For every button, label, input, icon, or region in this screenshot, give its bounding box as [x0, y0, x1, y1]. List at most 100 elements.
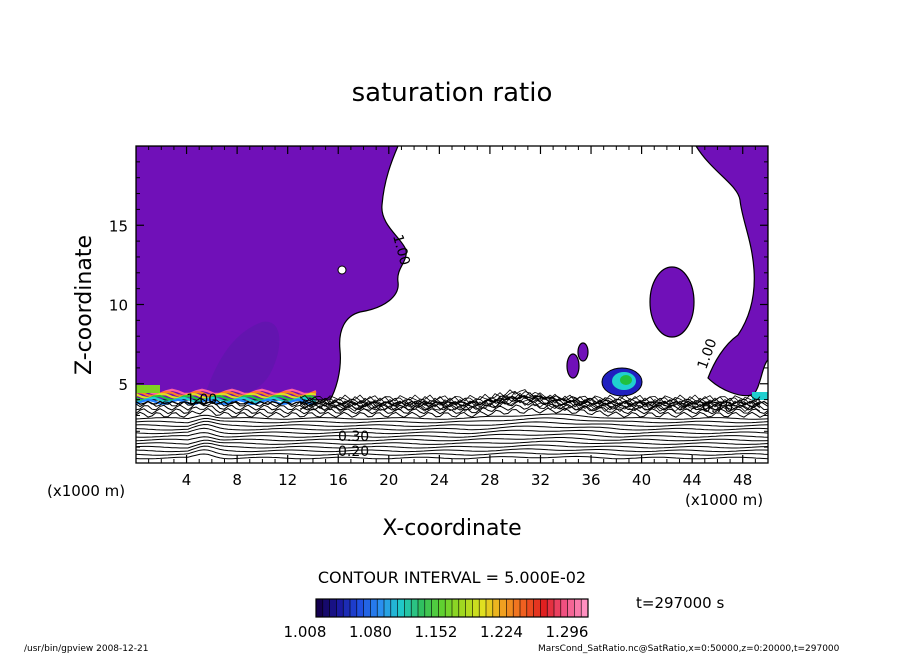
x-tick-label: 12: [278, 471, 297, 489]
colorbar-cell: [452, 599, 460, 617]
colorbar-cell: [316, 599, 324, 617]
x-tick-label: 4: [182, 471, 192, 489]
y-tick-label: 15: [109, 217, 128, 235]
x-tick-label: 20: [379, 471, 398, 489]
contour-line: [136, 442, 768, 449]
colorbar-cell: [479, 599, 487, 617]
plot-area: [136, 146, 768, 463]
colorbar-cell: [458, 599, 467, 617]
contour-label: 0.30: [338, 429, 369, 445]
colorbar-cell: [343, 599, 351, 617]
colorbar-cell: [540, 599, 548, 617]
colorbar-cell: [506, 599, 514, 617]
x-unit-left: (x1000 m): [47, 482, 125, 500]
y-tick-label: 5: [118, 376, 128, 394]
band-spot: [136, 385, 160, 393]
y-axis: 5 10 15: [109, 161, 768, 448]
colorbar-tick-label: 1.224: [480, 623, 523, 641]
colorbar-cell: [465, 599, 473, 617]
colorbar-cell: [554, 599, 562, 617]
x-axis-label: X-coordinate: [382, 516, 521, 541]
plume-region: [205, 321, 280, 397]
contour-line: [136, 432, 768, 438]
y-axis-label: Z-coordinate: [72, 235, 97, 375]
colorbar-cell: [492, 599, 501, 617]
colorbar-cell: [533, 599, 541, 617]
colorbar-cell: [390, 599, 399, 617]
x-tick-label: 8: [232, 471, 242, 489]
colorbar-cell: [567, 599, 575, 617]
colorbar-cell: [431, 599, 439, 617]
contour-label: 0.70: [702, 400, 733, 416]
x-tick-label: 16: [329, 471, 348, 489]
y-tick-label: 10: [109, 297, 128, 315]
colorbar-cell: [411, 599, 419, 617]
contour-lines: [136, 389, 768, 460]
boundary-contours: [136, 394, 768, 406]
band-spot-right: [752, 392, 768, 400]
colorbar-cell: [424, 599, 433, 617]
chart-title: saturation ratio: [352, 78, 553, 108]
colorbar: 1.008 1.080 1.152 1.224 1.296: [284, 598, 589, 641]
colorbar-cell: [499, 599, 507, 617]
saturated-blob-small: [566, 353, 580, 379]
colorbar-cell: [547, 599, 555, 617]
band-stripe: [136, 394, 317, 402]
colorbar-frame: [315, 598, 589, 618]
colorbar-cell: [322, 599, 331, 617]
colorbar-cell: [363, 599, 371, 617]
x-axis: 4 8 12 16 20 24 28 32 36 40 44 48: [148, 146, 756, 489]
colorbar-cell: [526, 599, 535, 617]
saturated-region-left: [136, 146, 407, 401]
x-tick-label: 44: [683, 471, 702, 489]
contour-label: 1.00: [186, 392, 217, 408]
contour-line: [136, 407, 768, 418]
colorbar-cell: [486, 599, 494, 617]
contour-line-rough: [299, 396, 761, 408]
colorbar-cell: [438, 599, 446, 617]
contour-line: [136, 417, 768, 424]
contour-line: [136, 413, 768, 420]
boundary-line: [136, 394, 768, 406]
colorbar-cell: [520, 599, 528, 617]
colorbar-cell: [377, 599, 385, 617]
contour-line: [136, 445, 768, 453]
colorbar-cell: [384, 599, 392, 617]
contour-line: [136, 423, 768, 431]
colorbar-cell: [329, 599, 337, 617]
colorbar-cell: [445, 599, 453, 617]
saturated-blob-small-2: [577, 342, 589, 362]
saturated-blob-tiny: [337, 265, 347, 275]
contour-line: [136, 439, 768, 445]
footer-left: /usr/bin/gpview 2008-12-21: [24, 644, 148, 654]
colorbar-tick-label: 1.152: [415, 623, 458, 641]
band-stripe: [136, 392, 317, 400]
saturated-blob: [649, 266, 695, 338]
colorbar-tick-label: 1.080: [349, 623, 392, 641]
footer-right: MarsCond_SatRatio.nc@SatRatio,x=0:50000,…: [538, 644, 840, 654]
contour-line: [136, 453, 768, 460]
contour-interval: CONTOUR INTERVAL = 5.000E-02: [318, 568, 586, 587]
colorbar-cell: [370, 599, 378, 617]
colorbar-cell: [350, 599, 358, 617]
x-tick-label: 40: [632, 471, 651, 489]
contour-line: [136, 420, 768, 427]
contour-line: [136, 427, 768, 435]
colorbar-cell: [574, 599, 582, 617]
contour-label: 0.20: [338, 444, 369, 460]
supersaturation-patch: [601, 367, 643, 397]
colorbar-cell: [513, 599, 521, 617]
contour-label: 1.00: [389, 233, 413, 267]
x-unit-right: (x1000 m): [685, 491, 763, 509]
colorbar-cell: [472, 599, 480, 617]
colorbar-cell: [418, 599, 426, 617]
x-tick-label: 28: [480, 471, 499, 489]
x-tick-label: 24: [430, 471, 449, 489]
x-tick-label: 48: [733, 471, 752, 489]
colorbar-tick-label: 1.008: [284, 623, 327, 641]
x-tick-label: 32: [531, 471, 550, 489]
contour-line: [136, 436, 768, 442]
contour-line-rough: [299, 391, 761, 407]
colorbar-cell: [397, 599, 405, 617]
